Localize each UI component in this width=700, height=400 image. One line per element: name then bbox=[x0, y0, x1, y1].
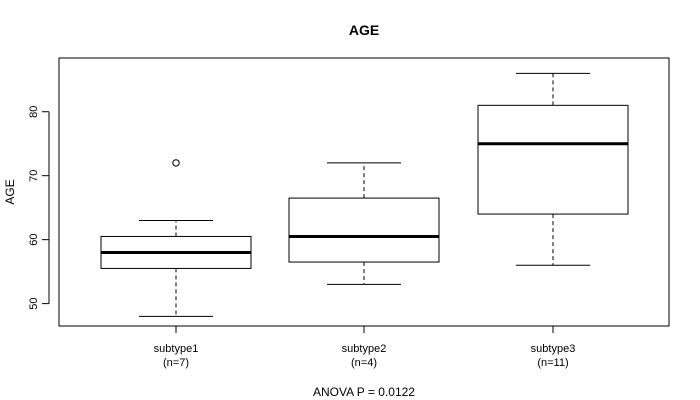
y-axis-label: AGE bbox=[3, 179, 17, 204]
x-tick-label: subtype3 bbox=[531, 343, 576, 355]
chart-marks: 50 60 70 80 subtype1 (n=7) subtype2 (n=4) subtyp… bbox=[28, 72, 629, 369]
iqr-box bbox=[288, 197, 440, 263]
chart-title: AGE bbox=[349, 22, 379, 38]
x-tick-n-label: (n=7) bbox=[163, 357, 189, 369]
y-tick-label: 50 bbox=[28, 297, 40, 309]
outlier-point bbox=[172, 159, 180, 167]
x-tick-label: subtype2 bbox=[342, 343, 387, 355]
x-axis-label: ANOVA P = 0.0122 bbox=[313, 385, 415, 399]
x-tick-n-label: (n=4) bbox=[351, 357, 377, 369]
x-tick-label: subtype1 bbox=[154, 343, 199, 355]
y-tick-label: 80 bbox=[28, 106, 40, 118]
y-tick-label: 70 bbox=[28, 170, 40, 182]
x-tick-n-label: (n=11) bbox=[537, 357, 568, 369]
y-tick-label: 60 bbox=[28, 234, 40, 246]
iqr-box bbox=[477, 104, 629, 215]
